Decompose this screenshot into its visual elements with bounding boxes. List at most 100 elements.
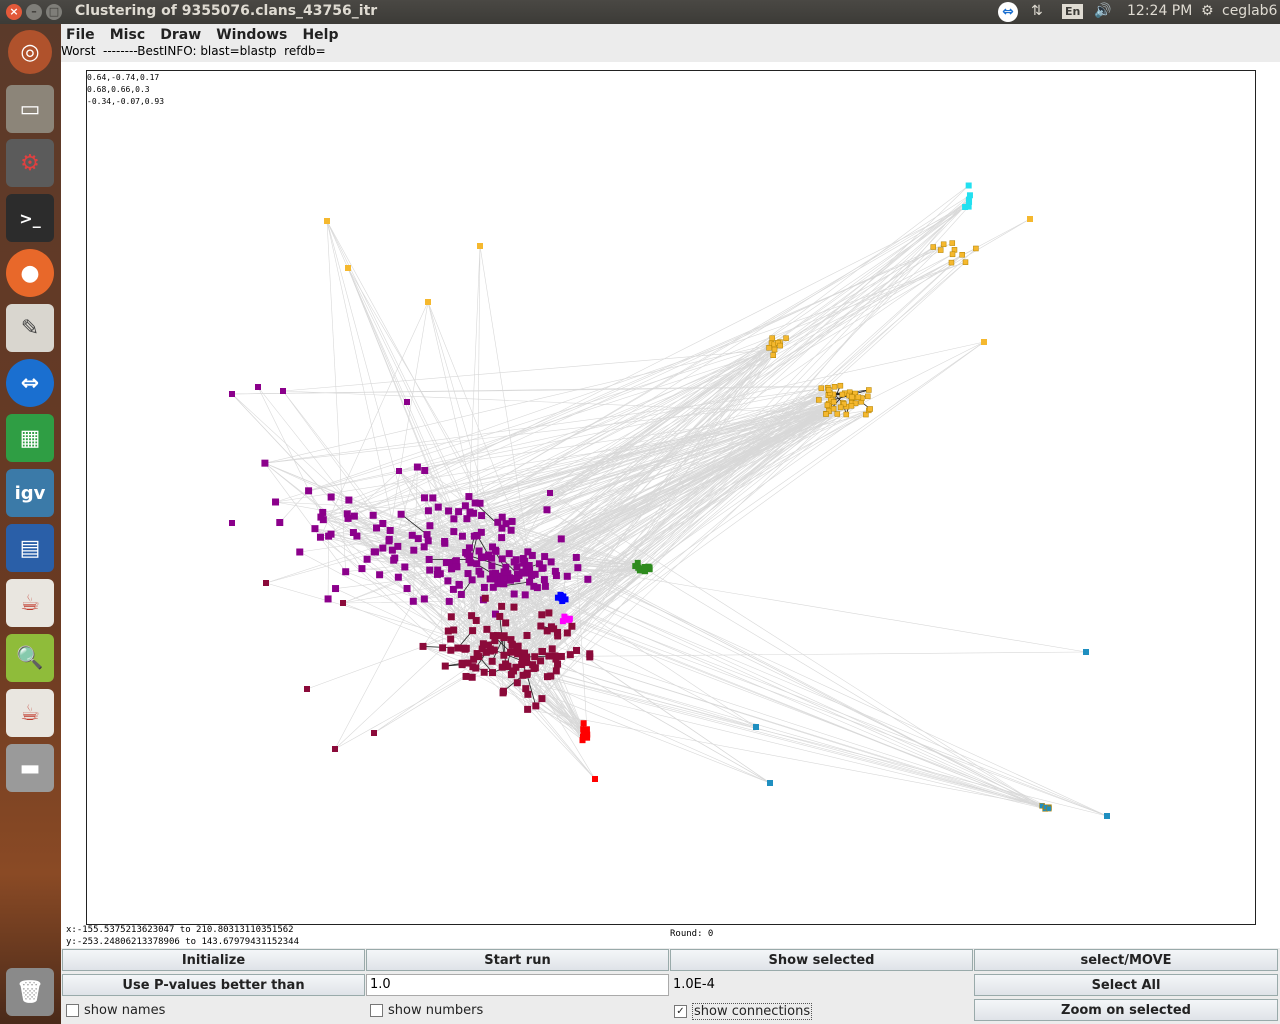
sequence-node[interactable]	[489, 632, 497, 640]
sequence-node[interactable]	[540, 576, 548, 584]
sequence-node[interactable]	[261, 459, 269, 467]
sequence-node[interactable]	[371, 730, 377, 736]
sequence-node[interactable]	[480, 668, 488, 676]
sequence-node[interactable]	[547, 558, 555, 566]
sequence-node[interactable]	[502, 563, 510, 571]
sequence-node[interactable]	[493, 632, 501, 640]
sequence-node[interactable]	[459, 644, 467, 652]
sequence-node[interactable]	[531, 653, 539, 661]
sequence-node[interactable]	[470, 655, 478, 663]
sequence-node[interactable]	[445, 597, 453, 605]
start-run-button[interactable]: Start run	[366, 949, 669, 971]
sequence-node[interactable]	[557, 652, 565, 660]
sequence-node[interactable]	[528, 571, 536, 579]
sequence-node[interactable]	[520, 559, 528, 567]
sequence-node[interactable]	[563, 629, 571, 637]
sequence-node[interactable]	[512, 663, 520, 671]
sequence-node[interactable]	[499, 687, 507, 695]
sequence-node[interactable]	[229, 391, 235, 397]
sequence-node[interactable]	[468, 673, 476, 681]
sequence-node[interactable]	[492, 569, 500, 577]
sequence-node[interactable]	[394, 542, 402, 550]
sequence-node[interactable]	[436, 570, 444, 578]
igv-icon[interactable]: igv	[6, 469, 54, 517]
sequence-node[interactable]	[839, 391, 846, 398]
sequence-node[interactable]	[513, 563, 521, 571]
sequence-node[interactable]	[492, 575, 500, 583]
sequence-node[interactable]	[464, 659, 472, 667]
sequence-node[interactable]	[327, 530, 335, 538]
sequence-node[interactable]	[353, 532, 361, 540]
sequence-node[interactable]	[463, 550, 471, 558]
sequence-node[interactable]	[566, 651, 574, 659]
sequence-node[interactable]	[1027, 216, 1033, 222]
sequence-node[interactable]	[563, 572, 571, 580]
sequence-node[interactable]	[524, 548, 532, 556]
sequence-node[interactable]	[867, 406, 873, 412]
sequence-node[interactable]	[505, 550, 513, 558]
sequence-node[interactable]	[421, 466, 429, 474]
sequence-node[interactable]	[528, 551, 536, 559]
sequence-node[interactable]	[523, 653, 531, 661]
sequence-node[interactable]	[376, 571, 384, 579]
sequence-node[interactable]	[404, 399, 410, 405]
sequence-node[interactable]	[444, 577, 452, 585]
menu-help[interactable]: Help	[302, 27, 339, 43]
sequence-node[interactable]	[521, 591, 529, 599]
java-app-icon-2[interactable]: ☕	[6, 689, 54, 737]
sequence-node[interactable]	[500, 651, 508, 659]
sequence-node[interactable]	[441, 537, 449, 545]
sequence-node[interactable]	[409, 597, 417, 605]
sequence-node[interactable]	[538, 695, 546, 703]
sequence-node[interactable]	[447, 646, 455, 654]
sequence-node[interactable]	[414, 535, 422, 543]
sequence-node[interactable]	[533, 584, 541, 592]
checkbox-icon[interactable]	[370, 1004, 383, 1017]
sequence-node[interactable]	[502, 619, 510, 627]
sequence-node[interactable]	[848, 394, 855, 400]
plot-frame[interactable]	[86, 70, 1256, 925]
menu-misc[interactable]: Misc	[109, 27, 146, 43]
sequence-node[interactable]	[866, 387, 872, 393]
sequence-node[interactable]	[486, 575, 494, 583]
sequence-node[interactable]	[434, 566, 442, 574]
sequence-node[interactable]	[547, 490, 553, 496]
sequence-node[interactable]	[568, 622, 576, 630]
sequence-node[interactable]	[450, 515, 458, 523]
sequence-node[interactable]	[470, 532, 478, 540]
sequence-node[interactable]	[586, 650, 594, 658]
sequence-node[interactable]	[940, 241, 947, 248]
sequence-node[interactable]	[478, 512, 486, 520]
sequence-node[interactable]	[634, 559, 641, 566]
sequence-node[interactable]	[490, 646, 498, 654]
sequence-node[interactable]	[514, 642, 522, 650]
sequence-node[interactable]	[465, 493, 473, 501]
sequence-node[interactable]	[818, 385, 825, 391]
sequence-node[interactable]	[349, 529, 357, 537]
sequence-node[interactable]	[424, 537, 432, 545]
sequence-node[interactable]	[524, 690, 532, 698]
sequence-node[interactable]	[837, 404, 844, 411]
sequence-node[interactable]	[834, 411, 841, 417]
sequence-node[interactable]	[386, 526, 394, 534]
maximize-window-icon[interactable]: □	[46, 4, 62, 20]
sequence-node[interactable]	[508, 641, 516, 649]
sequence-node[interactable]	[769, 335, 775, 341]
close-window-icon[interactable]: ×	[6, 4, 22, 20]
sequence-node[interactable]	[823, 411, 829, 417]
show-selected-button[interactable]: Show selected	[670, 949, 973, 971]
sequence-node[interactable]	[767, 780, 773, 786]
sequence-node[interactable]	[498, 513, 506, 521]
menu-file[interactable]: File	[66, 27, 95, 43]
sequence-node[interactable]	[518, 654, 526, 662]
sequence-node[interactable]	[497, 576, 505, 584]
files-icon[interactable]: ▭	[6, 85, 54, 133]
sequence-node[interactable]	[332, 585, 340, 593]
sequence-node[interactable]	[825, 387, 832, 393]
sequence-node[interactable]	[296, 548, 304, 556]
sequence-node[interactable]	[489, 583, 497, 591]
sequence-node[interactable]	[962, 259, 969, 265]
sequence-node[interactable]	[581, 731, 588, 738]
sequence-node[interactable]	[1046, 805, 1052, 812]
sequence-node[interactable]	[830, 399, 837, 405]
